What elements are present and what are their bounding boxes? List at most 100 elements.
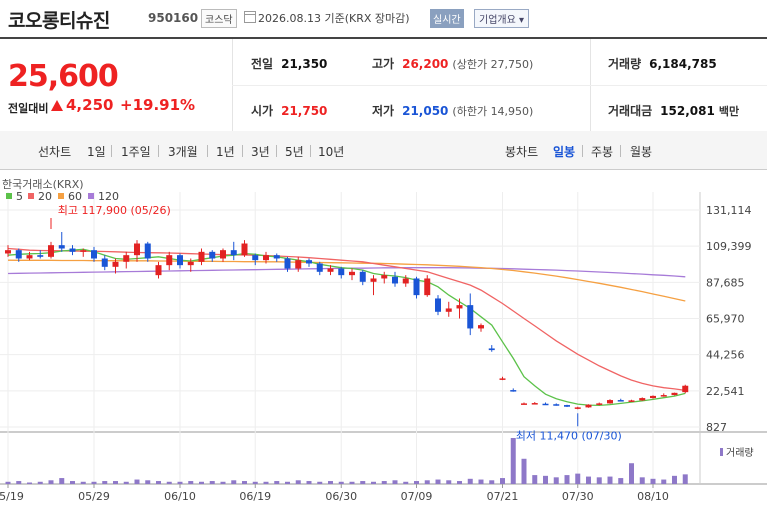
legend-swatch [6, 193, 12, 199]
ma120-line [7, 267, 686, 278]
candle-body [80, 250, 87, 252]
volume-bar [134, 479, 140, 484]
candle-body [284, 258, 291, 269]
tab-period-weekly[interactable]: 주봉 [591, 145, 614, 159]
x-tick-label: 06/10 [164, 490, 196, 503]
y-tick-label: 65,970 [706, 313, 745, 326]
volume-bar [500, 478, 505, 484]
chevron-down-icon: ▾ [519, 15, 525, 26]
candle-body [134, 243, 140, 256]
candle-body [607, 400, 613, 404]
low-price: 저가 21,050 (하한가 14,950) [372, 104, 534, 118]
volume-bar [639, 477, 645, 484]
divider [111, 145, 112, 157]
candle-body [91, 250, 97, 259]
realtime-button[interactable]: 실시간 [430, 9, 464, 28]
tab-range-3m[interactable]: 3개월 [168, 145, 198, 159]
candle-body [349, 271, 355, 276]
candle-body [596, 403, 603, 405]
candle-body [392, 276, 398, 284]
candle-body [306, 260, 312, 264]
candle-body [370, 278, 377, 282]
volume-bar [510, 438, 516, 484]
volume-bar [349, 481, 355, 484]
candle-body [198, 251, 205, 262]
price-date: 2026.08.13 기준(KRX 장마감) [258, 12, 410, 25]
y-tick-label: 827 [706, 421, 727, 434]
volume-bar [285, 481, 290, 484]
candle-body [499, 378, 506, 380]
volume-bar [607, 476, 613, 484]
calendar-icon[interactable] [244, 11, 256, 23]
volume-bar [575, 473, 581, 484]
volume-legend-swatch [720, 448, 723, 456]
volume-bar [48, 480, 54, 484]
tab-line-chart[interactable]: 선차트 [38, 145, 72, 159]
candle-body [241, 243, 248, 256]
volume-bar [672, 475, 677, 484]
candle-body [187, 261, 194, 266]
x-tick-label: 06/19 [239, 490, 271, 503]
stock-header: 코오롱티슈진 950160 코스닥 2026.08.13 기준(KRX 장마감)… [0, 0, 767, 36]
candle-body [220, 250, 226, 259]
volume-bar [145, 480, 151, 484]
volume-bar [123, 481, 129, 484]
volume-bar [328, 481, 333, 484]
volume-bar [209, 481, 215, 484]
candle-body [5, 250, 11, 254]
tab-range-10y[interactable]: 10년 [318, 145, 345, 159]
volume-bar [629, 463, 634, 484]
x-tick-label: 06/30 [325, 490, 357, 503]
candle-body [359, 271, 366, 282]
tab-range-1y[interactable]: 1년 [216, 145, 235, 159]
divider [207, 145, 208, 157]
volume-bar [682, 474, 688, 484]
volume-bar [360, 481, 366, 484]
x-tick-label: 05/19 [0, 490, 24, 503]
tab-range-1w[interactable]: 1주일 [121, 145, 151, 159]
candle-body [542, 403, 549, 406]
tab-candle-chart[interactable]: 봉차트 [505, 145, 539, 159]
volume-bar [231, 480, 237, 484]
y-tick-label: 44,256 [706, 349, 745, 362]
tab-range-5y[interactable]: 5년 [285, 145, 304, 159]
tab-period-daily[interactable]: 일봉 [553, 145, 576, 159]
candle-body [112, 261, 119, 267]
stock-code: 950160 [148, 11, 199, 25]
volume-bar [414, 481, 419, 484]
volume-bar [381, 481, 387, 484]
candle-body [531, 403, 538, 405]
volume-bar [91, 481, 97, 484]
volume-bar [199, 481, 204, 484]
ma20-line [7, 247, 686, 392]
volume-bar [166, 481, 172, 484]
tab-period-monthly[interactable]: 월봉 [630, 145, 653, 159]
tab-range-1d[interactable]: 1일 [87, 145, 106, 159]
candle-body [510, 390, 517, 392]
volume-bar [102, 481, 108, 484]
divider [242, 145, 243, 157]
candle-body [435, 298, 441, 312]
candle-body [682, 385, 689, 393]
candle-body [263, 255, 269, 261]
max-price-annotation: 최고 117,900 (05/26) [58, 204, 171, 217]
y-tick-label: 131,114 [706, 204, 752, 217]
company-info-button[interactable]: 기업개요 ▾ [474, 9, 530, 28]
volume-bar [252, 481, 258, 484]
volume-bar [446, 480, 452, 484]
volume-bar [317, 481, 323, 484]
candle-body [671, 392, 678, 396]
legend-swatch [58, 193, 64, 199]
volume-bar [263, 481, 269, 484]
volume-bar [371, 481, 376, 484]
tab-range-3y[interactable]: 3년 [251, 145, 270, 159]
candle-body [316, 263, 323, 272]
market-badge: 코스닥 [201, 9, 237, 28]
candle-body [101, 258, 108, 267]
candle-body [553, 404, 560, 406]
legend-label: 5 [16, 190, 23, 203]
volume-bar [532, 475, 538, 484]
candle-body [15, 250, 22, 259]
volume-bar [564, 475, 570, 484]
volume-bar [113, 481, 118, 484]
